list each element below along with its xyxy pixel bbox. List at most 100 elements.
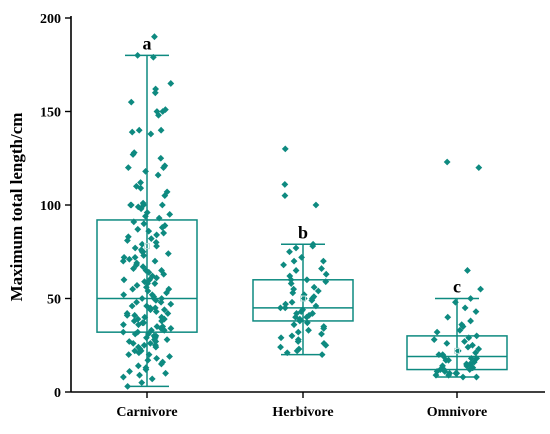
data-point bbox=[134, 362, 142, 370]
data-point bbox=[152, 308, 160, 315]
data-point bbox=[281, 181, 289, 188]
data-point bbox=[149, 272, 156, 280]
data-point bbox=[288, 298, 296, 306]
mean-marker bbox=[300, 295, 306, 302]
data-point bbox=[433, 368, 441, 375]
data-point bbox=[153, 231, 161, 239]
data-point bbox=[137, 205, 145, 213]
data-point bbox=[129, 339, 137, 347]
significance-letter: a bbox=[143, 33, 152, 53]
data-point bbox=[138, 379, 146, 387]
data-point bbox=[158, 317, 166, 325]
data-point bbox=[312, 201, 320, 209]
data-point bbox=[283, 349, 291, 357]
data-point bbox=[124, 382, 132, 390]
data-point bbox=[467, 317, 474, 325]
data-point bbox=[133, 298, 140, 306]
data-point bbox=[151, 280, 159, 287]
data-point bbox=[452, 298, 459, 306]
data-point bbox=[164, 250, 172, 258]
data-point bbox=[149, 53, 157, 61]
y-tick-label: 0 bbox=[54, 386, 61, 401]
data-point bbox=[475, 345, 483, 353]
data-point bbox=[152, 343, 160, 351]
data-point bbox=[131, 311, 139, 319]
data-point bbox=[158, 224, 166, 231]
data-point bbox=[155, 214, 163, 222]
data-point bbox=[157, 126, 165, 134]
data-point bbox=[475, 164, 483, 171]
data-point bbox=[142, 212, 149, 220]
data-point bbox=[124, 233, 132, 241]
data-point bbox=[140, 341, 148, 349]
data-point bbox=[160, 270, 168, 278]
data-point bbox=[127, 98, 135, 106]
data-point bbox=[137, 179, 144, 186]
data-point bbox=[152, 85, 160, 93]
data-point bbox=[293, 347, 301, 355]
data-point bbox=[310, 283, 318, 291]
data-point bbox=[134, 203, 142, 211]
data-point bbox=[141, 313, 149, 321]
data-point bbox=[277, 343, 284, 351]
data-point bbox=[167, 300, 175, 308]
box bbox=[96, 219, 198, 333]
data-point bbox=[124, 164, 132, 171]
data-point bbox=[130, 218, 138, 226]
data-point bbox=[153, 242, 160, 250]
data-point bbox=[477, 285, 484, 293]
data-point bbox=[305, 326, 312, 334]
data-point bbox=[143, 334, 150, 342]
data-point bbox=[467, 295, 475, 302]
data-point bbox=[443, 158, 451, 166]
data-point bbox=[472, 308, 480, 315]
data-point bbox=[308, 296, 316, 304]
data-point bbox=[319, 257, 327, 265]
data-point bbox=[464, 267, 471, 274]
data-point bbox=[145, 227, 153, 235]
plot-area: 0 50 100 150 200 Carnivore a Herbivore b Omnivore… bbox=[40, 12, 545, 420]
data-point bbox=[144, 287, 152, 295]
data-point bbox=[461, 304, 469, 312]
data-point bbox=[137, 184, 145, 192]
data-point bbox=[142, 366, 150, 373]
data-point bbox=[155, 111, 162, 119]
data-point bbox=[158, 360, 165, 368]
data-point bbox=[280, 261, 287, 269]
data-point bbox=[472, 349, 479, 357]
data-point bbox=[133, 182, 140, 190]
data-point bbox=[164, 310, 172, 317]
data-point bbox=[294, 328, 302, 336]
data-point bbox=[140, 201, 147, 209]
data-point bbox=[289, 289, 297, 297]
data-point bbox=[160, 315, 168, 323]
data-point bbox=[146, 339, 154, 347]
data-point bbox=[120, 276, 128, 284]
data-point bbox=[119, 257, 127, 265]
data-point bbox=[473, 373, 480, 381]
data-point bbox=[163, 289, 170, 297]
data-point bbox=[445, 356, 452, 364]
data-point bbox=[166, 210, 174, 218]
data-point bbox=[134, 225, 142, 233]
data-point bbox=[147, 306, 154, 314]
data-point bbox=[303, 319, 311, 327]
data-point bbox=[130, 317, 138, 325]
data-point bbox=[134, 343, 142, 351]
data-point bbox=[160, 229, 168, 237]
data-point bbox=[153, 354, 161, 362]
data-point bbox=[160, 164, 167, 171]
data-point bbox=[139, 248, 147, 256]
data-point bbox=[433, 328, 441, 336]
data-point bbox=[443, 339, 451, 347]
x-tick-label: Herbivore bbox=[272, 405, 333, 420]
data-point bbox=[151, 89, 159, 97]
data-point bbox=[282, 300, 289, 308]
data-point bbox=[309, 242, 317, 250]
box bbox=[252, 279, 354, 322]
data-point bbox=[161, 106, 169, 114]
data-point bbox=[277, 334, 285, 342]
data-point bbox=[300, 295, 308, 302]
data-point bbox=[153, 108, 161, 115]
data-point bbox=[131, 253, 139, 261]
